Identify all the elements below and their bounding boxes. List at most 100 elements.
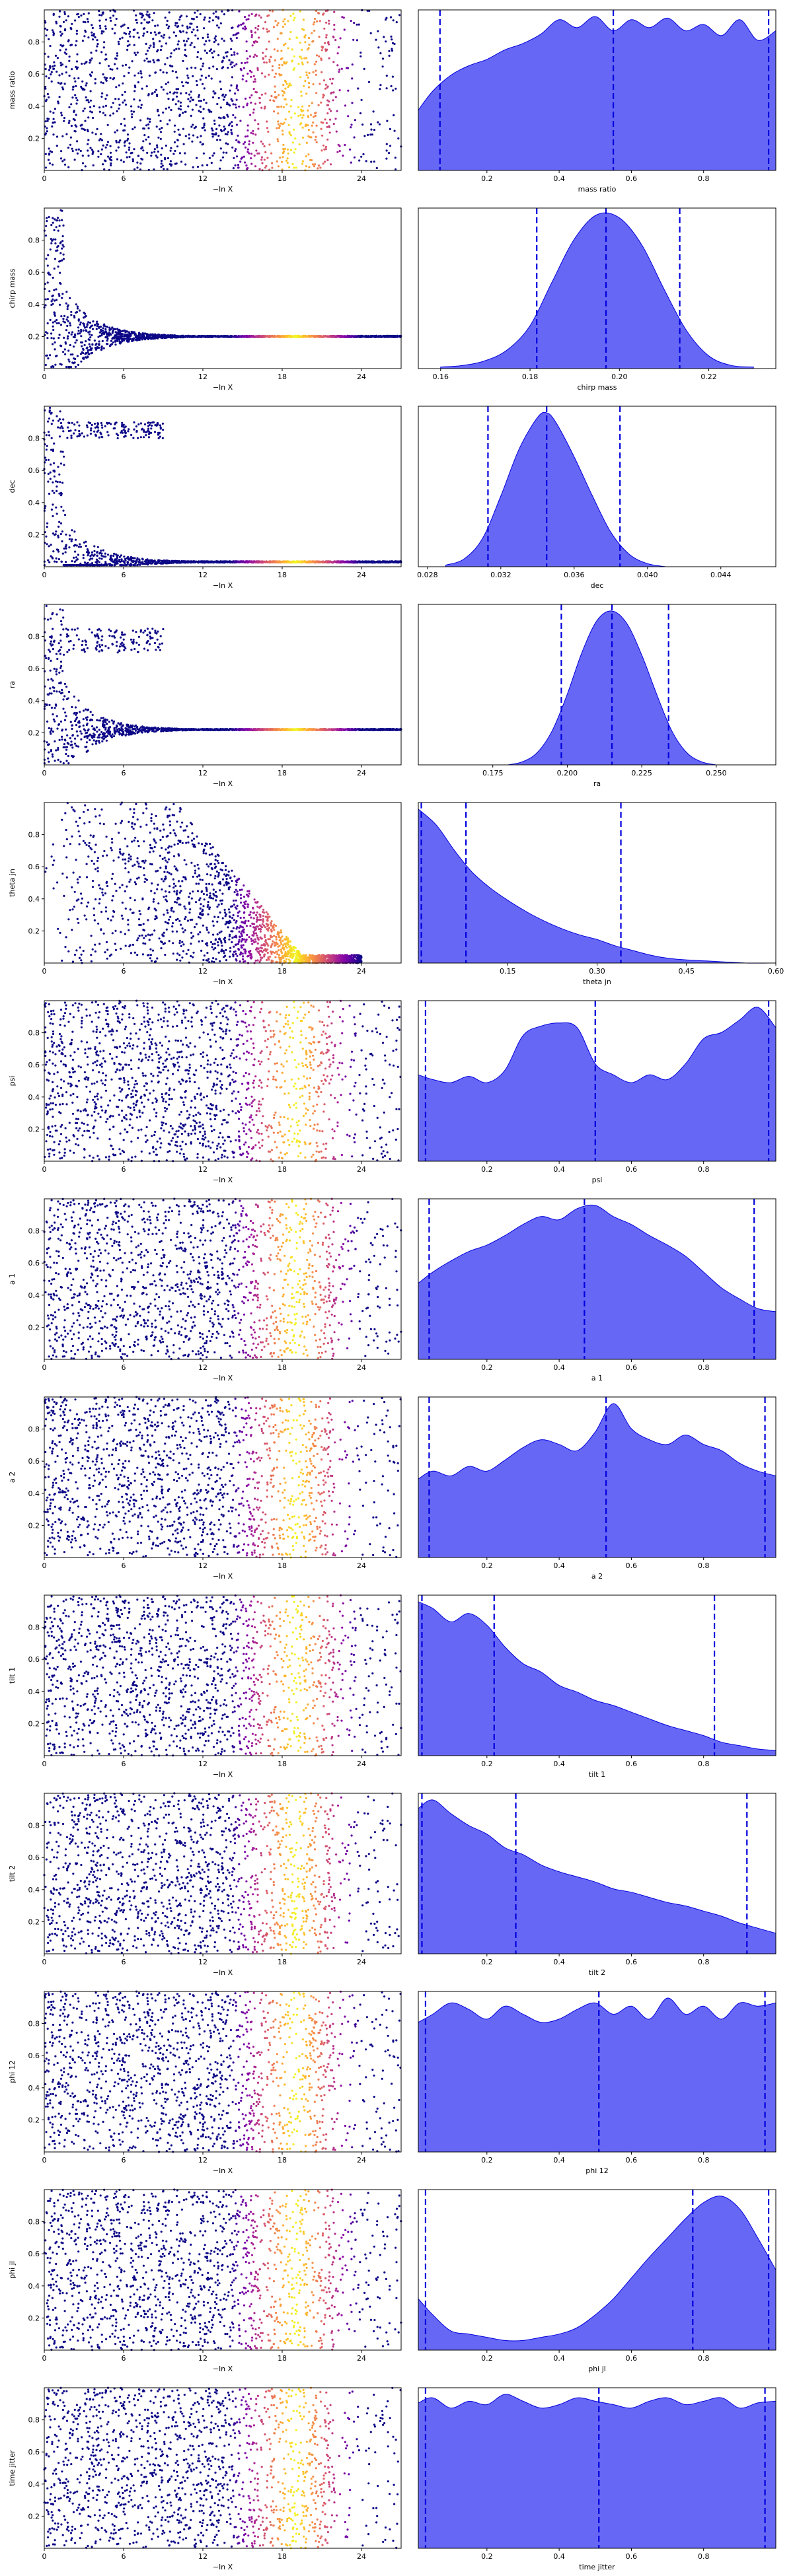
trace-sample <box>83 129 86 131</box>
trace-sample <box>359 55 362 57</box>
trace-sample <box>149 118 151 121</box>
trace-sample <box>117 146 120 149</box>
trace-sample <box>204 129 206 131</box>
trace-sample <box>77 546 80 548</box>
trace-sample <box>321 46 324 48</box>
trace-sample <box>128 146 131 149</box>
trace-sample <box>61 32 63 35</box>
trace-sample <box>268 73 270 76</box>
trace-sample <box>94 133 97 135</box>
trace-sample <box>58 295 61 297</box>
trace-sample <box>77 77 80 80</box>
trace-sample <box>77 148 80 151</box>
trace-sample <box>62 430 65 433</box>
trace-sample <box>231 9 234 12</box>
trace-sample <box>86 323 89 326</box>
trace-sample <box>244 61 246 64</box>
trace-sample <box>52 65 54 68</box>
trace-sample <box>89 99 92 102</box>
trace-sample <box>178 18 181 21</box>
trace-sample <box>246 135 249 137</box>
trace-sample <box>77 326 80 329</box>
trace-sample <box>279 157 282 159</box>
trace-sample <box>53 442 56 445</box>
trace-sample <box>255 55 258 57</box>
trace-sample <box>372 110 375 113</box>
trace-sample <box>91 71 93 74</box>
trace-sample <box>137 423 140 426</box>
trace-sample <box>225 52 227 54</box>
trace-sample <box>391 42 395 44</box>
trace-sample <box>153 559 156 562</box>
trace-sample <box>359 52 362 54</box>
trace-sample <box>62 509 65 512</box>
trace-sample <box>70 333 73 336</box>
trace-sample <box>227 103 230 106</box>
trace-sample <box>91 551 94 554</box>
trace-sample <box>307 124 309 127</box>
trace-sample <box>235 334 237 338</box>
trace-sample <box>289 134 292 137</box>
trace-sample <box>226 103 229 106</box>
trace-sample <box>77 363 80 367</box>
trace-sample <box>156 423 159 427</box>
trace-sample <box>275 96 278 98</box>
trace-sample <box>167 98 170 100</box>
trace-sample <box>63 348 66 351</box>
trace-sample <box>169 91 172 94</box>
trace-sample <box>307 153 310 156</box>
trace-sample <box>157 437 160 440</box>
trace-sample <box>68 75 71 77</box>
trace-sample <box>356 39 359 42</box>
trace-sample <box>214 92 217 94</box>
trace-sample <box>122 423 125 426</box>
trace-sample <box>166 57 169 59</box>
trace-sample <box>334 96 337 98</box>
trace-sample <box>49 150 52 153</box>
trace-sample <box>388 50 391 52</box>
trace-sample <box>266 157 269 159</box>
trace-sample <box>129 35 132 38</box>
trace-sample <box>145 53 147 55</box>
trace-sample <box>159 128 161 131</box>
trace-sample <box>160 86 163 89</box>
trace-sample <box>332 99 334 102</box>
trace-sample <box>44 87 47 90</box>
trace-sample <box>94 82 96 85</box>
trace-sample <box>50 71 53 73</box>
trace-sample <box>270 55 272 58</box>
trace-sample <box>233 64 236 67</box>
trace-sample <box>92 151 94 154</box>
trace-sample <box>75 149 78 151</box>
trace-sample <box>79 323 81 326</box>
trace-sample <box>250 71 253 73</box>
trace-sample <box>244 97 247 100</box>
trace-sample <box>147 136 150 139</box>
trace-sample <box>116 333 119 336</box>
trace-sample <box>192 28 195 31</box>
trace-sample <box>332 123 335 125</box>
trace-sample <box>187 77 190 79</box>
trace-sample <box>159 40 161 43</box>
trace-sample <box>369 123 373 125</box>
trace-sample <box>256 40 258 44</box>
trace-sample <box>377 46 380 49</box>
trace-sample <box>136 564 139 567</box>
trace-sample <box>285 83 288 85</box>
trace-sample <box>295 166 297 169</box>
trace-sample <box>159 69 162 71</box>
trace-sample <box>290 116 293 119</box>
trace-sample <box>76 152 79 155</box>
trace-sample <box>184 110 187 113</box>
trace-sample <box>124 90 126 93</box>
trace-sample <box>116 54 119 57</box>
trace-sample <box>76 355 79 357</box>
trace-sample <box>145 21 149 24</box>
trace-sample <box>200 57 202 60</box>
trace-sample <box>76 99 79 102</box>
trace-sample <box>255 149 258 152</box>
trace-sample <box>214 35 217 38</box>
trace-sample <box>82 20 85 23</box>
trace-sample <box>126 48 129 51</box>
trace-sample <box>89 330 91 333</box>
